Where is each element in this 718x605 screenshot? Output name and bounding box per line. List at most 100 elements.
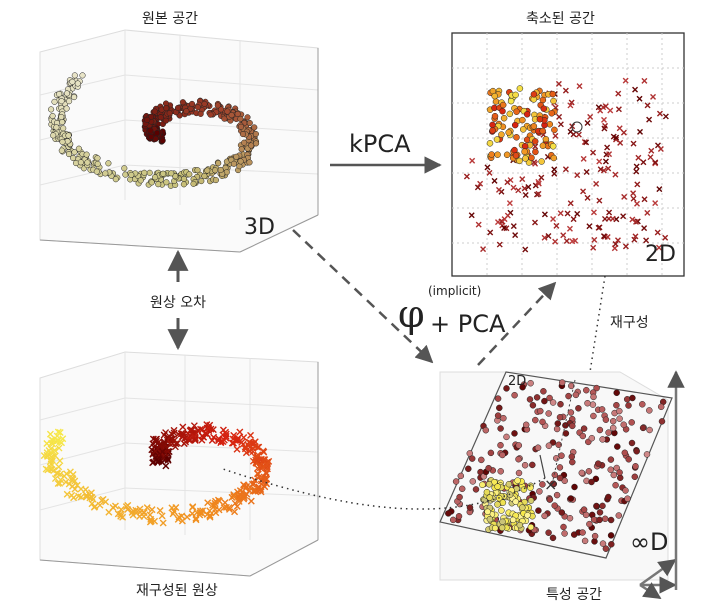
data-point [260,456,268,464]
data-point [247,431,255,439]
data-point [583,386,590,394]
data-point [606,151,613,158]
data-point [613,464,620,472]
data-point [549,143,557,150]
data-point [511,146,518,154]
data-point [593,384,600,392]
data-point [483,488,491,496]
data-point [567,102,574,109]
data-point [641,196,648,203]
data-point [250,480,258,488]
data-point [597,166,604,173]
data-point [609,417,617,425]
data-point [466,450,474,457]
reconstructed-preimage-title: 재구성된 원상 [136,583,218,599]
data-point [616,125,623,132]
data-point [77,159,84,166]
reduced-space-title: 축소된 공간 [526,11,595,27]
data-point [520,486,528,493]
data-point [482,426,490,434]
data-point [654,229,661,236]
data-point [601,125,608,132]
data-point [636,95,643,102]
data-point [624,495,631,502]
data-point [551,166,558,173]
data-point [160,431,168,439]
data-point [607,516,615,524]
data-point [162,117,169,124]
data-point [55,463,63,471]
data-point [240,434,248,442]
data-point [596,197,603,204]
data-point [575,131,582,138]
data-point [228,112,235,119]
data-point [594,460,602,467]
data-point [144,116,151,123]
data-point [497,425,504,432]
data-point [516,521,524,529]
data-point [449,516,457,524]
data-point [71,72,78,79]
data-point [615,106,622,113]
data-point [499,101,507,109]
data-point [215,435,223,443]
data-point [621,193,628,200]
data-point [612,481,619,489]
data-point [551,502,558,509]
data-point [179,423,187,431]
data-point [615,90,622,97]
data-point [494,395,502,402]
preimage-error-label: 원상 오차 [150,295,206,311]
data-point [55,444,63,452]
data-point [168,504,176,512]
data-point [586,520,593,528]
data-point [180,175,188,182]
data-point [605,429,612,436]
data-point [596,509,604,516]
data-point [129,511,137,519]
data-point [159,448,167,456]
reconstruction-dotted-line [589,275,606,373]
data-point [644,209,651,216]
data-point [212,177,219,184]
data-point [466,504,474,511]
data-point [479,481,486,489]
data-point [172,440,180,448]
data-point [231,508,239,516]
data-point [549,90,557,98]
data-point [246,159,253,166]
data-point [493,136,501,143]
data-point [609,424,617,432]
data-point [521,185,528,192]
data-point [565,392,572,400]
data-point [615,512,623,519]
feature-space-title: 특성 공간 [546,587,602,603]
data-point [236,428,244,436]
data-point [71,477,79,485]
data-point [546,394,553,402]
data-point [511,391,518,399]
data-point [580,506,588,513]
data-point [220,436,228,444]
data-point [94,155,101,162]
reduced-space-plot [451,32,685,277]
data-point [65,151,73,158]
data-point [606,209,613,216]
data-point [505,129,512,136]
data-point [251,124,258,131]
data-point [541,234,548,241]
data-point [612,171,619,178]
data-point [156,442,164,450]
data-point [591,236,598,243]
data-point [163,105,170,112]
data-point [616,407,623,415]
data-point [532,219,538,226]
data-point [474,184,481,191]
data-point [564,210,571,217]
data-point [233,502,241,510]
data-point [640,159,647,166]
data-point [538,174,545,181]
original-space-plot [39,29,319,253]
data-point [574,172,581,179]
data-point [607,456,615,463]
